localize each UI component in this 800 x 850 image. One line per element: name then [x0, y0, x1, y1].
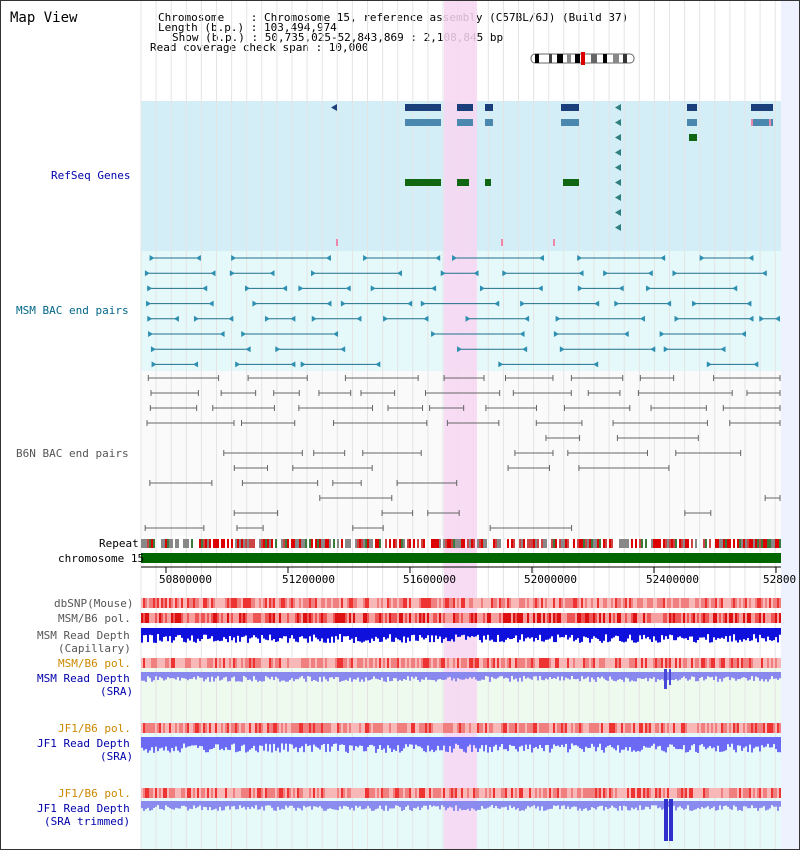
vertical-grid [140, 1, 776, 849]
axis-tick-label: 50800000 [159, 573, 212, 586]
track-label-jf1-b6-pol-1: JF1/B6 pol. [58, 722, 131, 735]
header-length: Length (b.p.) : 103,494,974 [158, 21, 337, 34]
chromosome-ideogram [530, 52, 635, 65]
axis-tick-label: 51600000 [403, 573, 456, 586]
header-coverage: Read coverage check span : 10,000 [150, 41, 369, 54]
track-label-chromosome: chromosome 15 [58, 552, 145, 565]
axis-tick-label: 52000000 [524, 573, 577, 586]
track-label-msm-b6-pol-2: MSM/B6 pol. [58, 657, 131, 670]
track-label-msm-depth-sra: MSM Read Depth [37, 672, 130, 685]
track-label-b6n-bac: B6N BAC end pairs [16, 447, 129, 460]
axis-tick-label: 51200000 [282, 573, 335, 586]
track-label-jf1-depth-sra: JF1 Read Depth [37, 737, 130, 750]
track-label-repeat: Repeat [99, 537, 139, 550]
track-label-refseq: RefSeq Genes [51, 169, 131, 182]
track-label-dbsnp: dbSNP(Mouse) [54, 597, 134, 610]
track-label-msm-bac: MSM BAC end pairs [16, 304, 129, 317]
track-label-msm-b6-pol-1: MSM/B6 pol. [58, 612, 131, 625]
axis-tick-label: 52400000 [646, 573, 699, 586]
track-label-jf1-depth-sra-sub: (SRA) [100, 750, 134, 763]
track-label-msm-depth-cap: MSM Read Depth [37, 629, 130, 642]
track-label-jf1-b6-pol-2: JF1/B6 pol. [58, 787, 131, 800]
track-label-msm-depth-cap-sub: (Capillary) [58, 642, 131, 655]
track-label-jf1-depth-trim-sub: (SRA trimmed) [44, 815, 131, 828]
map-view-title: Map View [10, 10, 78, 26]
track-label-jf1-depth-trim: JF1 Read Depth [37, 802, 130, 815]
track-label-msm-depth-sra-sub: (SRA) [100, 685, 134, 698]
axis-tick-label: 52800 [763, 573, 797, 586]
highlight-region [444, 1, 477, 849]
